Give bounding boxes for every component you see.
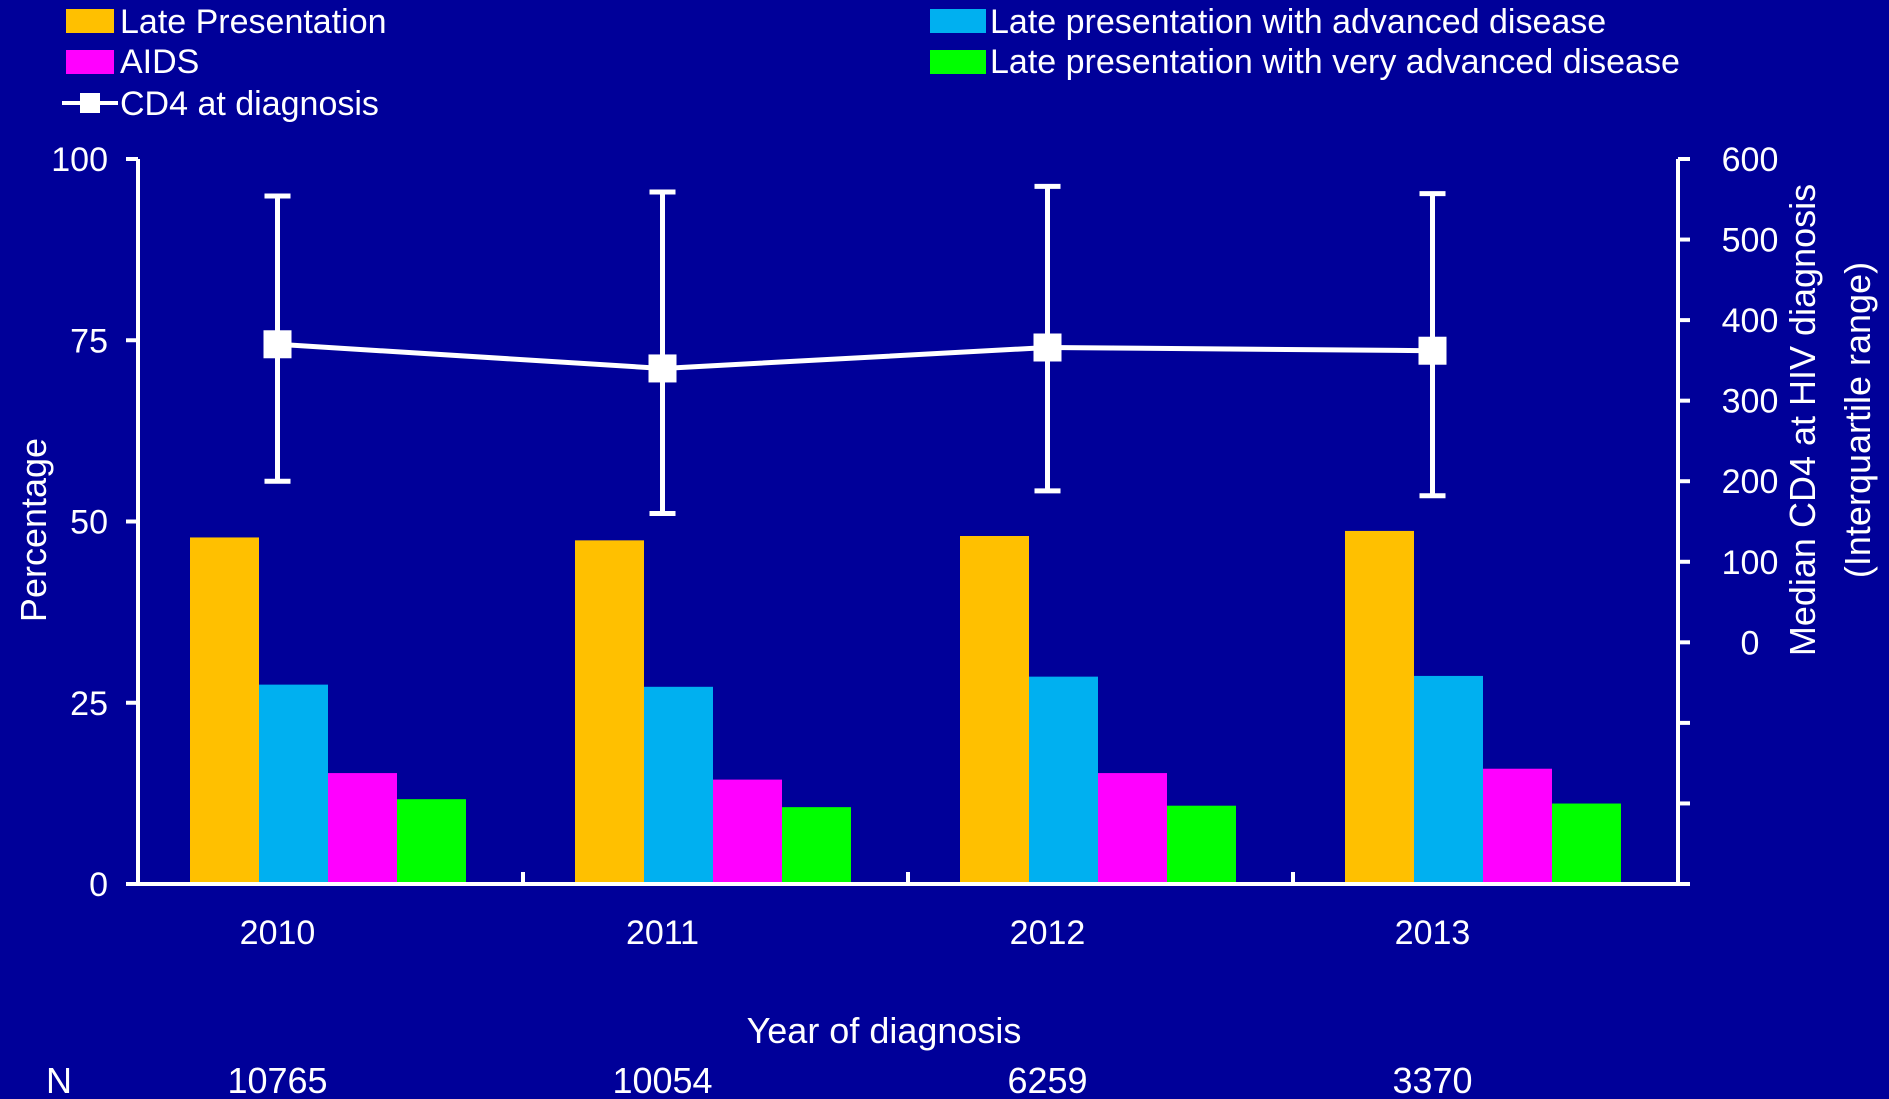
right-axis-tick-label: 500 — [1722, 222, 1779, 260]
legend-label-aids: AIDS — [120, 43, 199, 81]
n-value: 10765 — [227, 1060, 327, 1099]
x-axis-title: Year of diagnosis — [747, 1010, 1022, 1051]
bar-late-presentation-with-advanced-disease-2011 — [644, 686, 713, 884]
n-row: N 10765 10054 6259 3370 — [46, 1060, 1473, 1099]
bar-late-presentation-2011 — [575, 540, 644, 884]
bar-late-presentation-with-very-advanced-disease-2010 — [397, 799, 466, 884]
left-axis-tick-label: 50 — [70, 504, 108, 542]
right-axis: 0 100 200 300 400 500 600 — [1676, 141, 1779, 886]
legend-swatch-advanced-disease — [930, 9, 986, 33]
bar-aids-2011 — [713, 779, 782, 884]
x-axis: 2010 2011 2012 2013 — [138, 872, 1678, 952]
bar-aids-2010 — [328, 773, 397, 884]
cd4-marker-2012 — [1033, 333, 1062, 362]
x-axis-tick-label: 2010 — [240, 914, 316, 952]
right-axis-tick-label: 300 — [1722, 383, 1779, 421]
legend-label-very-advanced-disease: Late presentation with very advanced dis… — [990, 43, 1680, 81]
bar-late-presentation-2013 — [1345, 530, 1414, 884]
legend-label-advanced-disease: Late presentation with advanced disease — [990, 3, 1606, 41]
n-value: 10054 — [612, 1060, 712, 1099]
legend-label-late-presentation: Late Presentation — [120, 3, 387, 41]
y-axis-title: Percentage — [13, 438, 54, 622]
cd4-marker-2011 — [648, 354, 677, 383]
left-axis-tick-label: 0 — [89, 866, 108, 904]
bar-late-presentation-with-very-advanced-disease-2011 — [782, 807, 851, 884]
n-label: N — [46, 1060, 72, 1099]
bar-aids-2013 — [1483, 768, 1552, 884]
left-axis: 0 25 50 75 100 — [51, 141, 140, 904]
bar-late-presentation-with-advanced-disease-2013 — [1414, 675, 1483, 884]
x-axis-tick-label: 2011 — [626, 914, 699, 952]
legend-swatch-very-advanced-disease — [930, 50, 986, 74]
cd4-marker-2013 — [1418, 336, 1447, 365]
bars — [190, 530, 1621, 884]
x-axis-tick-label: 2013 — [1395, 914, 1471, 952]
n-value: 3370 — [1392, 1060, 1472, 1099]
y2-axis-title-line2: (Interquartile range) — [1837, 262, 1878, 578]
left-axis-tick-label: 25 — [70, 685, 108, 723]
bar-late-presentation-with-advanced-disease-2010 — [259, 684, 328, 884]
bar-late-presentation-2012 — [960, 536, 1029, 884]
bar-late-presentation-2010 — [190, 537, 259, 884]
bar-aids-2012 — [1098, 773, 1167, 884]
cd4-marker-2010 — [263, 330, 292, 359]
n-value: 6259 — [1007, 1060, 1087, 1099]
bar-late-presentation-with-very-advanced-disease-2013 — [1552, 803, 1621, 884]
right-axis-tick-label: 100 — [1722, 544, 1779, 582]
legend-marker-cd4 — [80, 93, 100, 113]
y2-axis-title-line1: Median CD4 at HIV diagnosis — [1782, 184, 1823, 656]
right-axis-tick-label: 200 — [1722, 463, 1779, 501]
bar-late-presentation-with-advanced-disease-2012 — [1029, 676, 1098, 884]
right-axis-tick-label: 0 — [1741, 624, 1760, 662]
x-axis-tick-label: 2012 — [1010, 914, 1086, 952]
right-axis-tick-label: 600 — [1722, 141, 1779, 179]
bar-late-presentation-with-very-advanced-disease-2012 — [1167, 805, 1236, 884]
legend-label-cd4: CD4 at diagnosis — [120, 85, 379, 123]
cd4-median-line — [277, 341, 1433, 371]
cd4-line-series — [263, 183, 1447, 516]
legend-swatch-late-presentation — [66, 9, 114, 33]
right-axis-tick-label: 400 — [1722, 302, 1779, 340]
legend-swatch-aids — [66, 50, 114, 74]
left-axis-tick-label: 100 — [51, 141, 108, 179]
legend: Late Presentation AIDS CD4 at diagnosis … — [62, 3, 1680, 123]
left-axis-tick-label: 75 — [70, 322, 108, 360]
